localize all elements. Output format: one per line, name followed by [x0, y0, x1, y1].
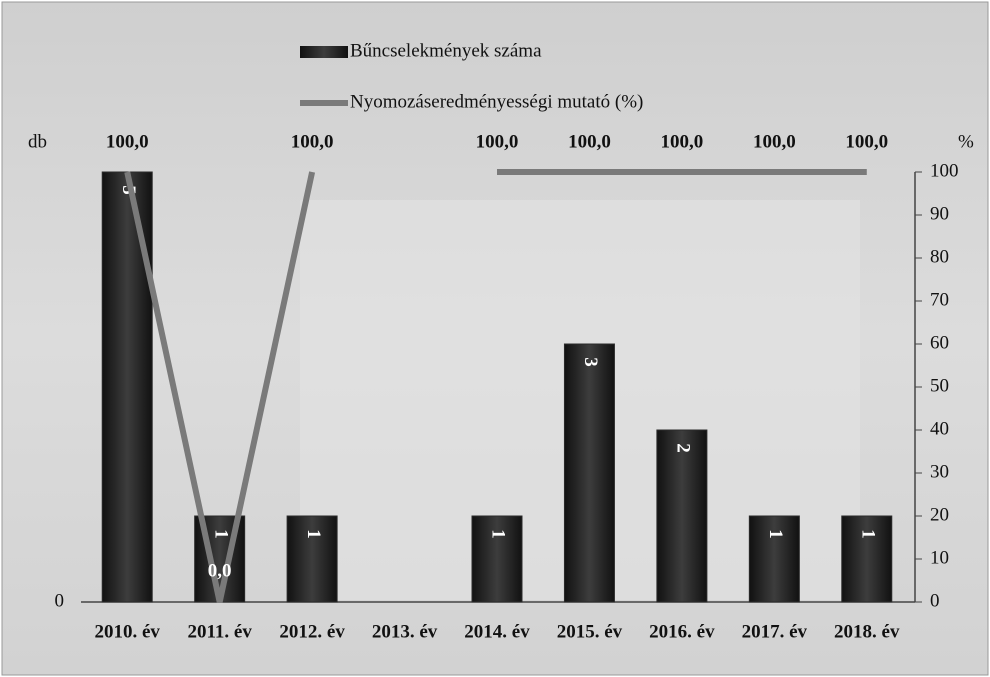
bar — [286, 515, 338, 603]
bar-value-label: 1 — [857, 529, 878, 539]
x-tick-label: 2011. év — [187, 621, 252, 642]
line-value-label: 100,0 — [106, 131, 149, 152]
line — [124, 169, 867, 603]
y2-axis-label: % — [958, 131, 974, 152]
x-tick-label: 2017. év — [742, 621, 808, 642]
bar — [656, 429, 708, 603]
y-tick-label: 0 — [55, 590, 65, 611]
y2-tick-label: 0 — [930, 590, 940, 611]
bar-value-label: 1 — [765, 529, 786, 539]
bar-value-label: 1 — [488, 529, 509, 539]
legend-swatch — [300, 100, 348, 106]
line-value-label: 0,0 — [208, 560, 232, 581]
bar-value-label: 1 — [303, 529, 324, 539]
bar-value-label: 3 — [580, 357, 601, 367]
bar — [101, 171, 153, 603]
legend-label: Nyomozáseredményességi mutató (%) — [350, 91, 643, 112]
bar-value-label: 2 — [673, 443, 694, 453]
y2-tick-label: 30 — [930, 461, 949, 482]
line-value-label: 100,0 — [291, 131, 334, 152]
x-tick-label: 2010. év — [95, 621, 161, 642]
line-value-label: 100,0 — [753, 131, 796, 152]
y2-tick-label: 10 — [930, 547, 949, 568]
x-tick-label: 2012. év — [279, 621, 345, 642]
y2-tick-label: 20 — [930, 504, 949, 525]
x-tick-label: 2015. év — [557, 621, 623, 642]
line-value-label: 100,0 — [568, 131, 611, 152]
y2-tick-label: 40 — [930, 418, 949, 439]
bar — [471, 515, 523, 603]
bar — [563, 343, 615, 603]
y-axis-label: db — [28, 131, 47, 152]
y2-tick-label: 100 — [930, 160, 959, 181]
y2-tick-label: 70 — [930, 289, 949, 310]
x-tick-label: 2018. év — [834, 621, 900, 642]
bar — [748, 515, 800, 603]
line-value-label: 100,0 — [845, 131, 888, 152]
y2-tick-label: 90 — [930, 203, 949, 224]
y2-tick-label: 60 — [930, 332, 949, 353]
line-value-label: 100,0 — [476, 131, 519, 152]
y2-tick-label: 50 — [930, 375, 949, 396]
y2-tick-label: 80 — [930, 246, 949, 267]
x-tick-label: 2014. év — [464, 621, 530, 642]
bar-value-label: 1 — [210, 529, 231, 539]
bar — [841, 515, 893, 603]
legend-label: Bűncselekmények száma — [350, 40, 542, 61]
legend-swatch — [300, 46, 348, 58]
x-tick-label: 2013. év — [372, 621, 438, 642]
x-tick-label: 2016. év — [649, 621, 715, 642]
line-value-label: 100,0 — [661, 131, 704, 152]
